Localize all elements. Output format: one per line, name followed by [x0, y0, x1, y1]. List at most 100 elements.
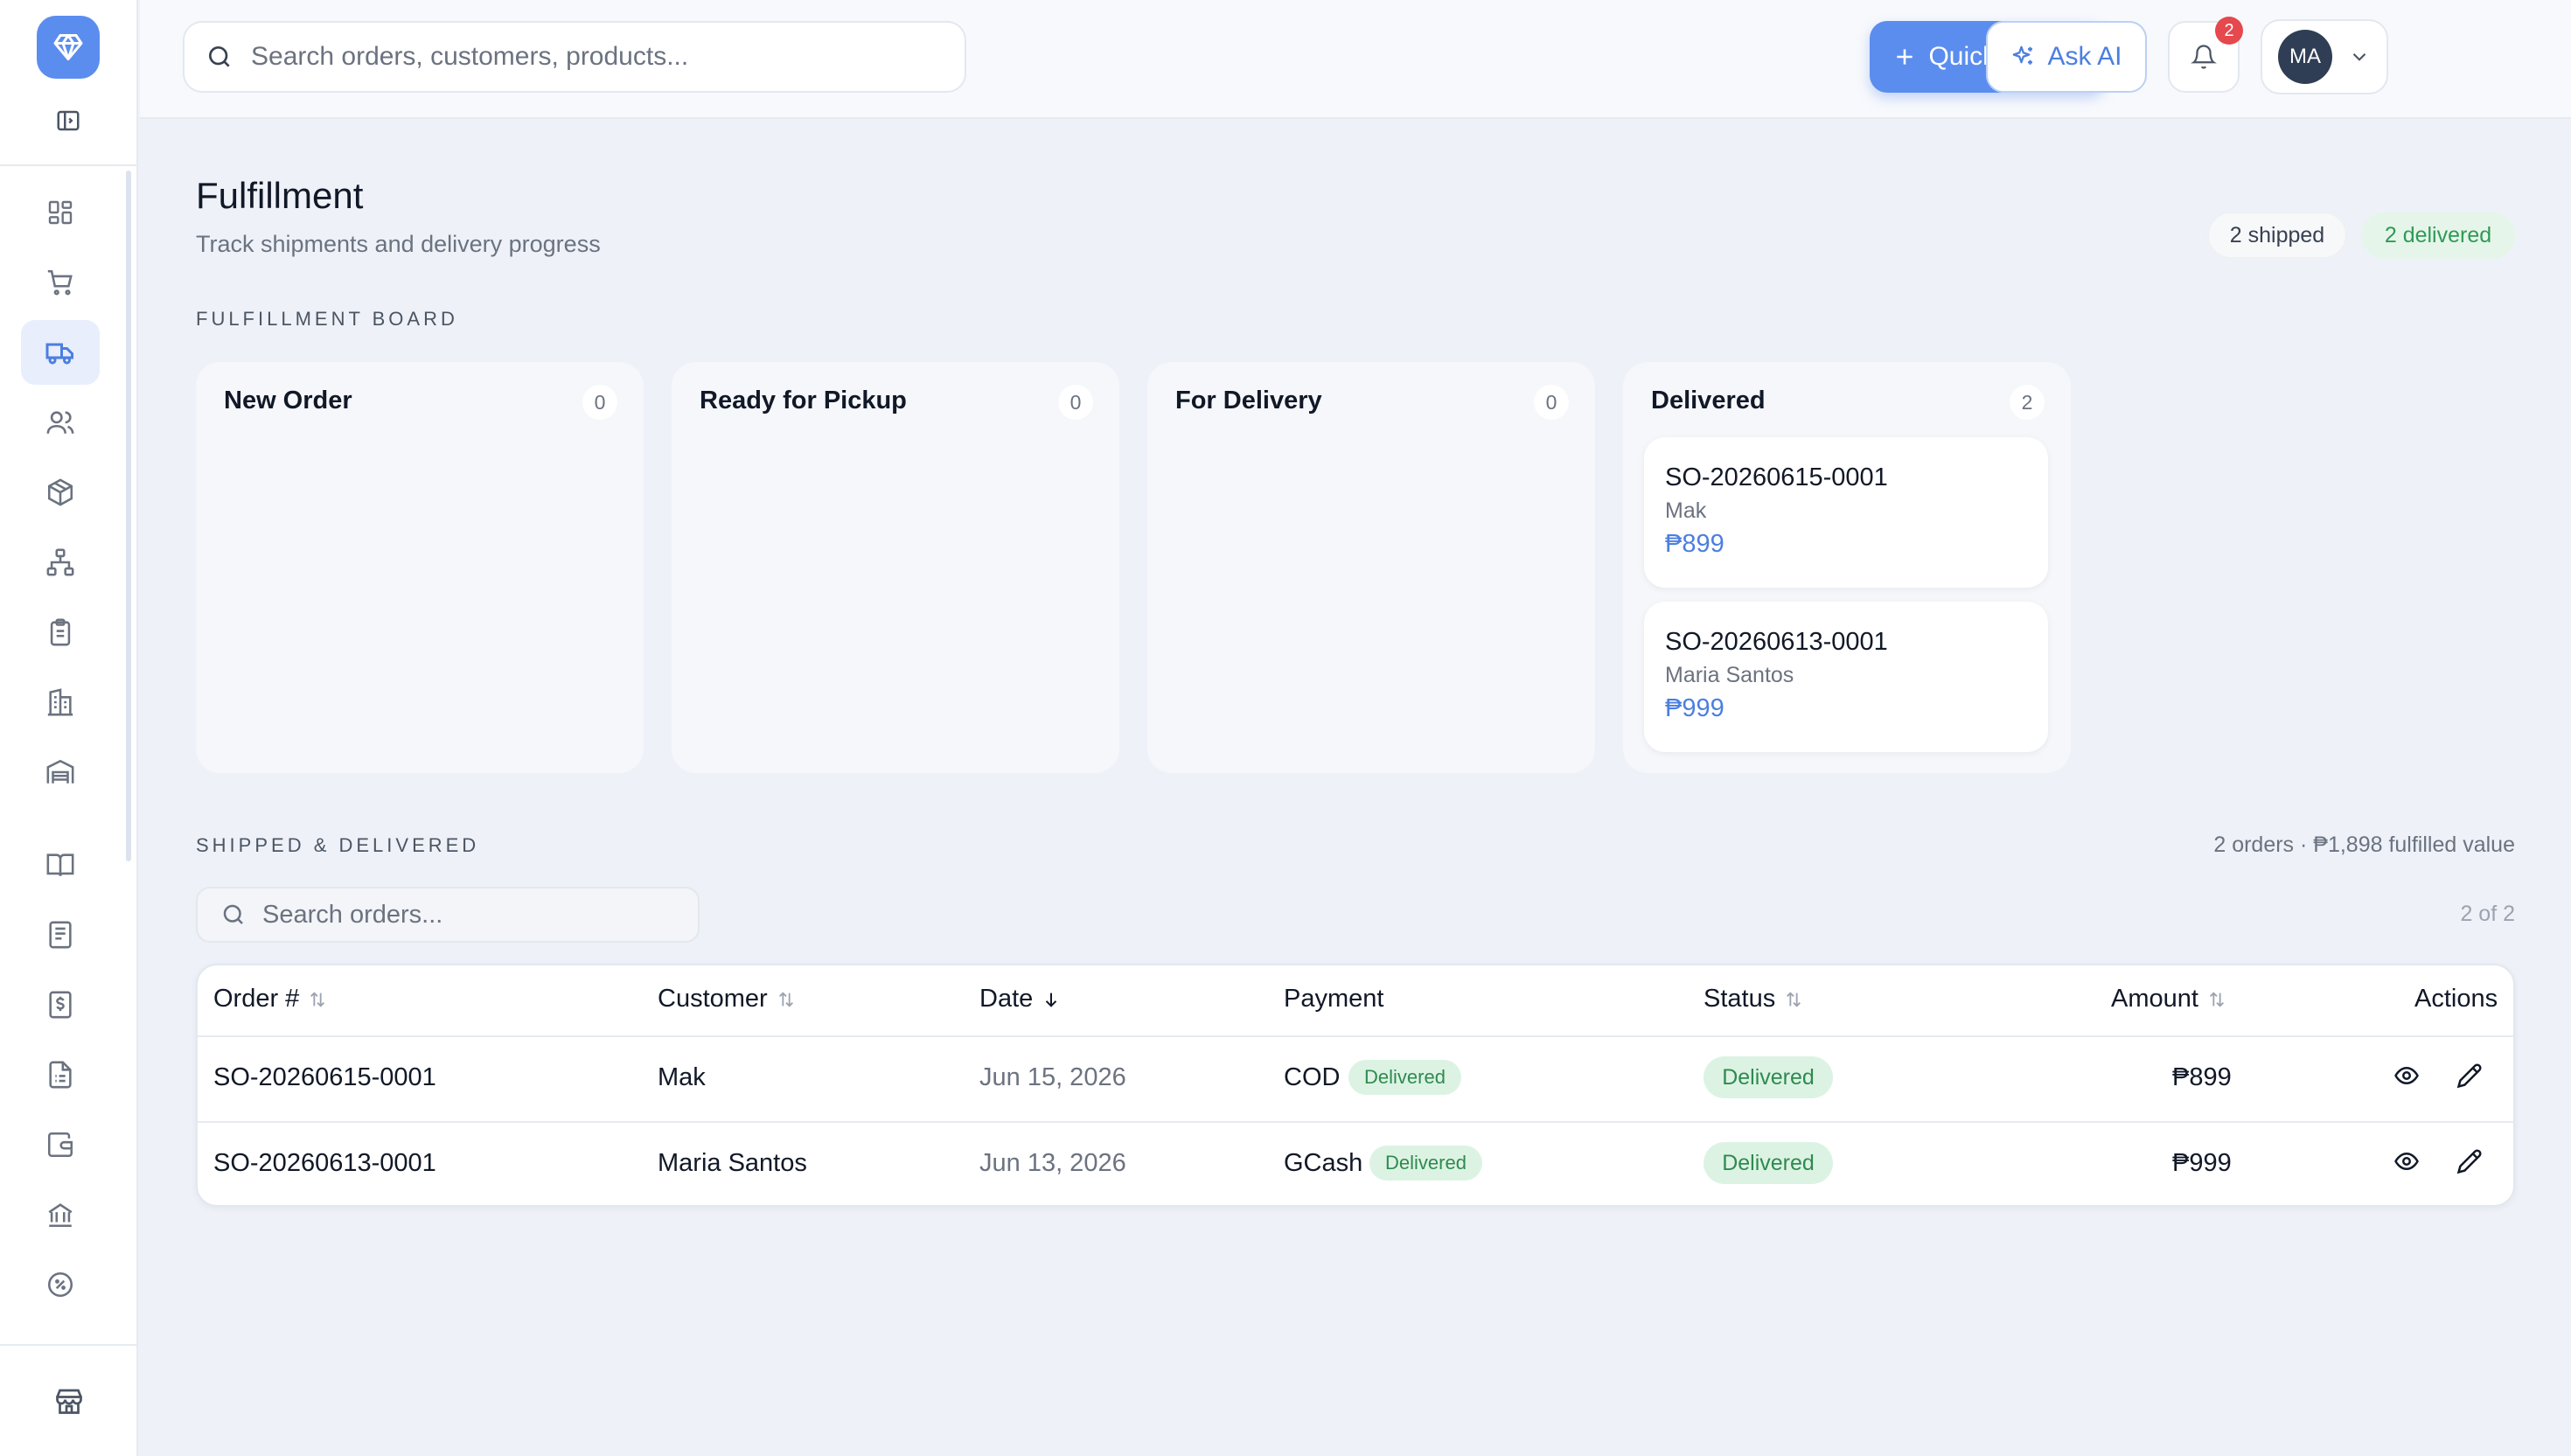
column-header-label: Status	[1704, 985, 1776, 1013]
sidebar-divider	[0, 1344, 138, 1346]
column-header-amount[interactable]: Amount	[2111, 985, 2226, 1014]
sidebar-item-organization[interactable]	[21, 530, 100, 595]
global-search-input[interactable]: Search orders, customers, products...	[183, 21, 966, 93]
page-title: Fulfillment	[196, 175, 364, 216]
app-logo[interactable]	[37, 16, 100, 79]
package-icon	[45, 477, 75, 507]
row-order-number: SO-20260613-0001	[213, 1149, 436, 1177]
order-card[interactable]: SO-20260615-0001 Mak ₱899	[1644, 437, 2048, 588]
building-icon	[45, 687, 75, 717]
column-count: 0	[1058, 385, 1093, 420]
column-title: New Order	[224, 387, 352, 415]
chevron-down-icon	[2348, 45, 2371, 68]
pencil-icon	[2456, 1148, 2483, 1174]
avatar: MA	[2278, 30, 2332, 84]
sidebar-scrollbar[interactable]	[126, 171, 131, 861]
search-icon	[206, 43, 233, 71]
column-header-date[interactable]: Date	[979, 985, 1061, 1014]
orders-search-placeholder: Search orders...	[262, 900, 443, 929]
view-button[interactable]	[2389, 1058, 2424, 1093]
board-column-ready-for-pickup: Ready for Pickup 0	[672, 362, 1119, 773]
column-count: 2	[2010, 385, 2045, 420]
sidebar-item-store[interactable]	[30, 1369, 108, 1433]
sidebar-item-dashboard[interactable]	[21, 180, 100, 245]
order-card-amount: ₱899	[1665, 530, 1724, 558]
sidebar-item-customers[interactable]	[21, 390, 100, 455]
clipboard-icon	[45, 617, 75, 647]
book-icon	[45, 850, 75, 880]
row-payment-method: GCash	[1284, 1149, 1363, 1177]
shipped-count-badge: 2 shipped	[2207, 212, 2347, 259]
column-header-label: Amount	[2111, 985, 2198, 1013]
user-menu-button[interactable]: MA	[2261, 19, 2388, 94]
sidebar-item-wallet[interactable]	[21, 1112, 100, 1177]
board-section-label: FULFILLMENT BOARD	[196, 308, 458, 330]
sort-icon	[2207, 990, 2226, 1009]
search-icon	[220, 902, 247, 928]
sidebar-item-catalog[interactable]	[21, 832, 100, 897]
sidebar-item-billing[interactable]	[21, 972, 100, 1037]
diamond-icon	[52, 31, 84, 63]
sidebar-item-warehouse[interactable]	[21, 740, 100, 805]
wallet-icon	[45, 1130, 75, 1160]
sidebar-item-tasks[interactable]	[21, 600, 100, 665]
sidebar-item-banking[interactable]	[21, 1182, 100, 1247]
status-badge: Delivered	[1704, 1142, 1833, 1184]
sidebar-divider	[0, 164, 138, 166]
board-column-for-delivery: For Delivery 0	[1147, 362, 1595, 773]
plus-icon	[1893, 45, 1916, 68]
delivered-count-badge: 2 delivered	[2361, 212, 2515, 259]
orders-search-input[interactable]: Search orders...	[196, 887, 700, 943]
eye-icon	[2393, 1062, 2420, 1089]
edit-button[interactable]	[2452, 1058, 2487, 1093]
sidebar-item-ledger[interactable]	[21, 902, 100, 967]
column-count: 0	[1534, 385, 1569, 420]
sidebar-item-invoices[interactable]	[21, 1042, 100, 1107]
order-card-amount: ₱999	[1665, 694, 1724, 722]
sidebar-item-products[interactable]	[21, 460, 100, 525]
store-icon	[53, 1385, 85, 1417]
column-header-order[interactable]: Order #	[213, 985, 327, 1014]
org-chart-icon	[45, 547, 75, 577]
arrow-down-icon	[1042, 990, 1061, 1009]
row-divider	[198, 1035, 2513, 1037]
column-header-label: Payment	[1284, 985, 1384, 1013]
ledger-icon	[45, 920, 75, 950]
sidebar-item-companies[interactable]	[21, 670, 100, 735]
column-header-customer[interactable]: Customer	[658, 985, 796, 1014]
column-title: Delivered	[1651, 387, 1766, 415]
sidebar-item-sales[interactable]	[21, 250, 100, 315]
row-amount: ₱899	[2172, 1063, 2232, 1091]
order-card-number: SO-20260613-0001	[1665, 628, 1888, 656]
sort-icon	[308, 990, 327, 1009]
users-icon	[45, 408, 75, 437]
pencil-icon	[2456, 1062, 2483, 1089]
sidebar-toggle-button[interactable]	[51, 103, 86, 138]
row-date: Jun 15, 2026	[979, 1063, 1126, 1091]
view-button[interactable]	[2389, 1144, 2424, 1179]
pagination-info: 2 of 2	[2460, 902, 2515, 926]
truck-icon	[45, 337, 76, 368]
global-search-placeholder: Search orders, customers, products...	[251, 42, 689, 71]
shipped-section-label: SHIPPED & DELIVERED	[196, 834, 480, 856]
column-header-label: Order #	[213, 985, 300, 1013]
column-header-payment: Payment	[1284, 985, 1383, 1014]
sort-icon	[777, 990, 796, 1009]
column-header-status[interactable]: Status	[1704, 985, 1803, 1014]
sidebar-item-discounts[interactable]	[21, 1252, 100, 1317]
panel-toggle-icon	[55, 108, 81, 134]
order-card-customer: Maria Santos	[1665, 663, 1794, 687]
page-subtitle: Track shipments and delivery progress	[196, 231, 601, 257]
column-title: For Delivery	[1175, 387, 1322, 415]
edit-button[interactable]	[2452, 1144, 2487, 1179]
ask-ai-button[interactable]: Ask AI	[1986, 21, 2147, 93]
order-card[interactable]: SO-20260613-0001 Maria Santos ₱999	[1644, 602, 2048, 752]
payment-status-badge: Delivered	[1348, 1060, 1461, 1095]
bank-icon	[45, 1200, 75, 1230]
board-column-new-order: New Order 0	[196, 362, 644, 773]
percent-badge-icon	[45, 1270, 75, 1299]
invoice-icon	[45, 1060, 75, 1090]
status-badge: Delivered	[1704, 1056, 1833, 1098]
sidebar-item-fulfillment[interactable]	[21, 320, 100, 385]
fulfilled-summary: 2 orders · ₱1,898 fulfilled value	[2213, 832, 2515, 857]
